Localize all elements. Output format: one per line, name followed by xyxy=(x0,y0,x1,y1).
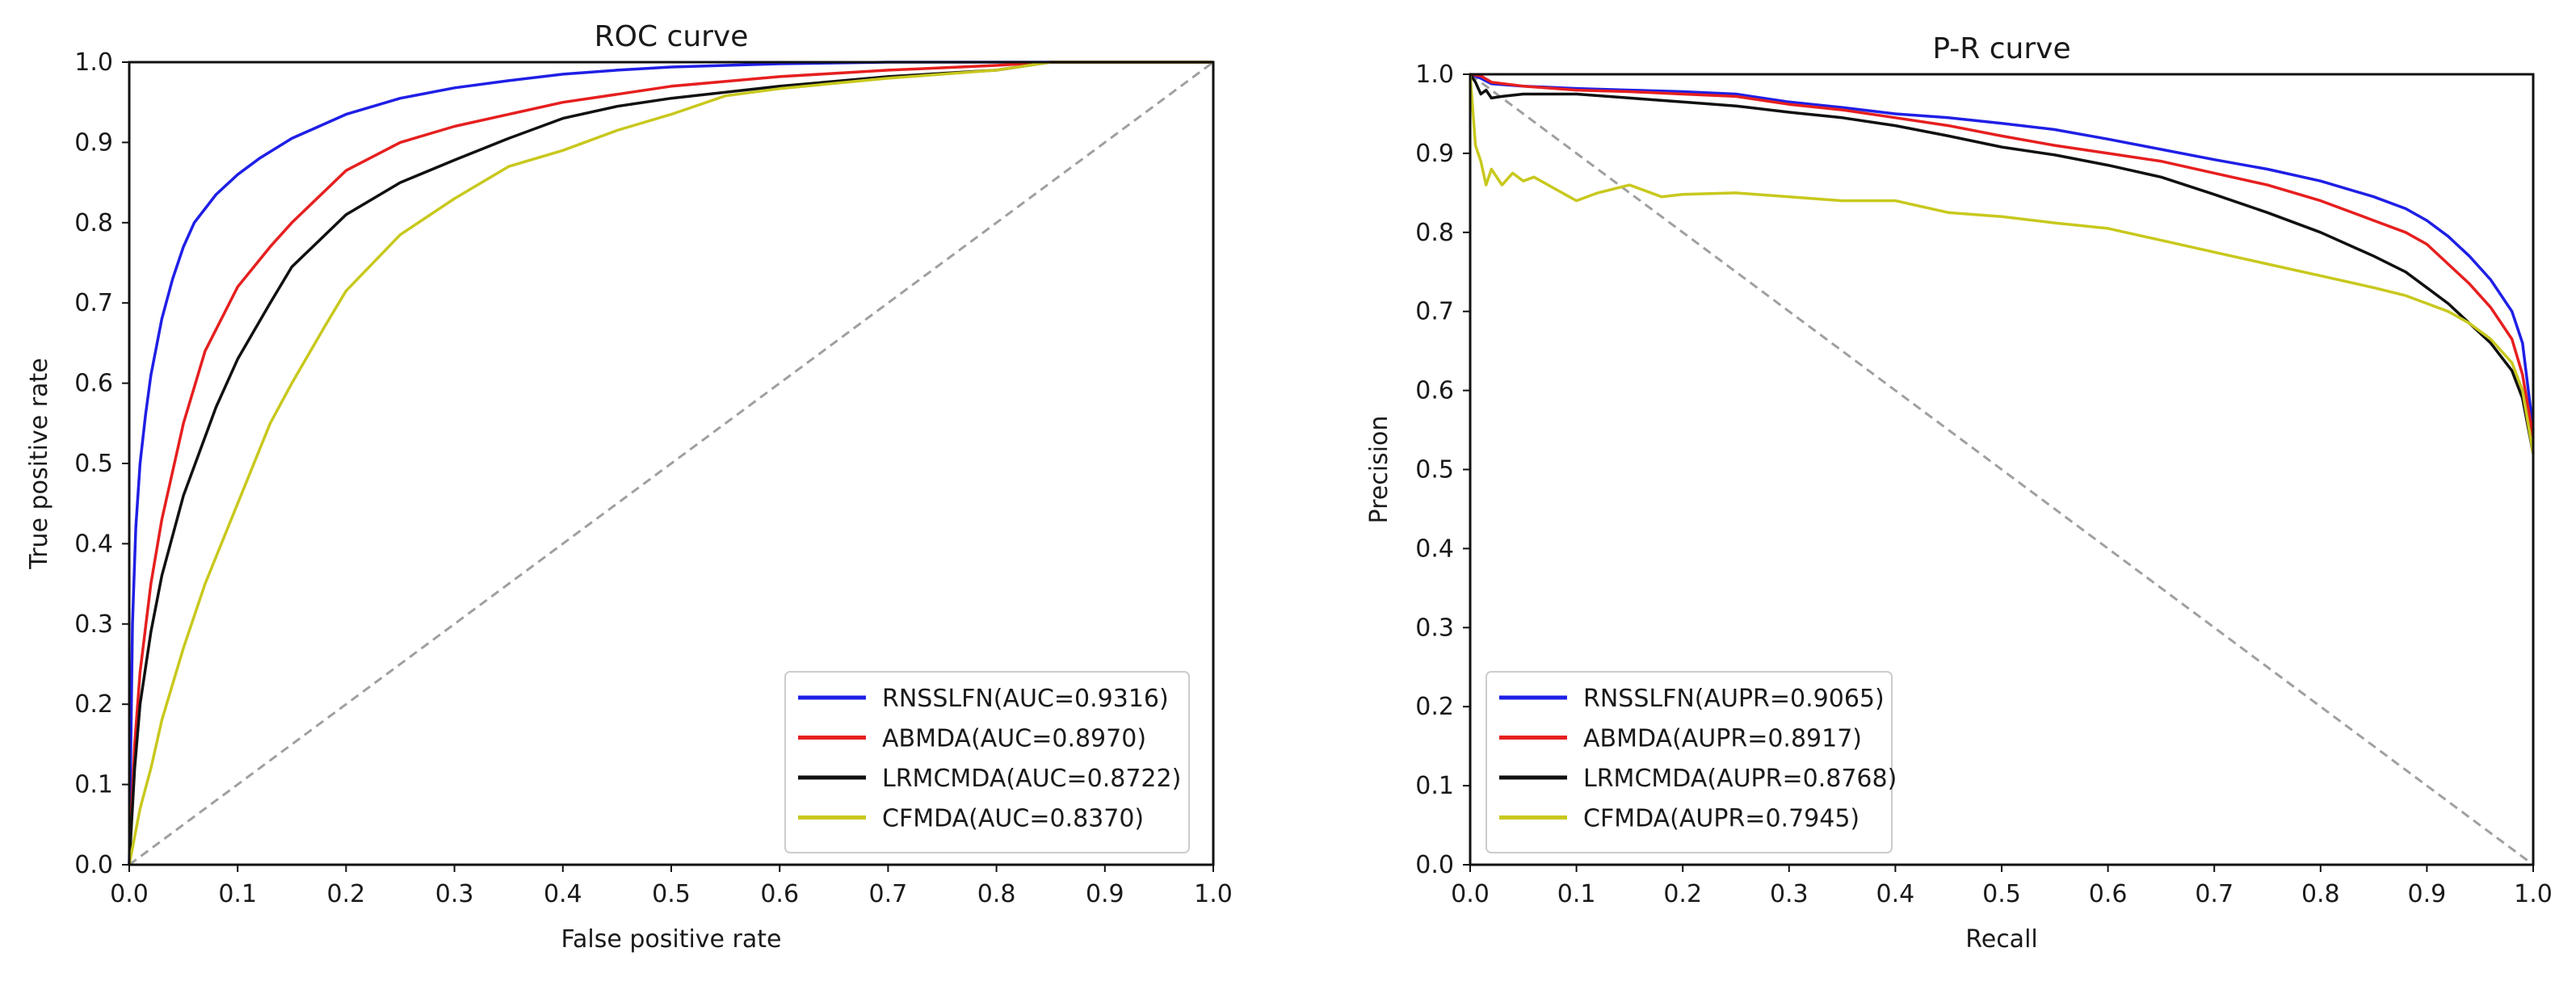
pr-y-tick-label: 0.9 xyxy=(1415,140,1454,168)
roc-legend-box xyxy=(784,671,1190,853)
pr-x-tick-label: 0.6 xyxy=(2089,880,2128,908)
pr-x-tick-label: 0.1 xyxy=(1557,880,1596,908)
pr-legend-box xyxy=(1486,671,1893,853)
roc-y-tick-label: 0.7 xyxy=(74,289,113,317)
roc-y-tick-label: 0.9 xyxy=(74,128,113,157)
pr-x-tick-label: 0.5 xyxy=(1982,880,2021,908)
roc-legend-label: RNSSLFN(AUC=0.9316) xyxy=(882,685,1169,713)
roc-y-tick-label: 0.4 xyxy=(74,530,113,558)
roc-legend: RNSSLFN(AUC=0.9316) ABMDA(AUC=0.8970) LRMC… xyxy=(784,671,1190,853)
pr-x-tick-label: 1.0 xyxy=(2514,880,2553,908)
pr-x-tick-label: 0.0 xyxy=(1451,880,1490,908)
pr-legend-item-rnsslfn: RNSSLFN(AUPR=0.9065) xyxy=(1499,685,1885,713)
roc-y-tick-label: 0.8 xyxy=(74,209,113,237)
pr-chart-title: P-R curve xyxy=(1932,32,2070,65)
roc-x-tick-label: 0.1 xyxy=(218,880,257,908)
roc-chart: ROC curve False positive rate True posit… xyxy=(25,20,1233,954)
roc-y-tick-label: 0.3 xyxy=(74,610,113,639)
pr-series-line-abmda xyxy=(1469,73,2535,438)
pr-y-tick-label: 0.6 xyxy=(1415,377,1454,405)
pr-series-line-cfmda xyxy=(1469,73,2535,455)
pr-legend-label: CFMDA(AUPR=0.7945) xyxy=(1583,805,1860,833)
roc-legend-item-lrmcmda: LRMCMDA(AUC=0.8722) xyxy=(798,765,1181,793)
pr-chart-y-axis-label: Precision xyxy=(1365,416,1393,524)
roc-x-tick-label: 1.0 xyxy=(1194,880,1233,908)
roc-reference-line xyxy=(128,61,1214,866)
pr-series-line-rnsslfn xyxy=(1469,73,2535,430)
roc-chart-x-axis-label: False positive rate xyxy=(561,925,782,954)
roc-legend-item-abmda: ABMDA(AUC=0.8970) xyxy=(798,725,1146,753)
roc-y-tick-label: 0.5 xyxy=(74,450,113,478)
pr-y-tick-label: 0.8 xyxy=(1415,219,1454,247)
pr-y-tick-label: 0.4 xyxy=(1415,535,1454,563)
pr-y-tick-label: 0.1 xyxy=(1415,772,1454,800)
roc-y-tick-label: 0.6 xyxy=(74,370,113,398)
pr-x-tick-label: 0.4 xyxy=(1876,880,1915,908)
pr-x-tick-label: 0.8 xyxy=(2301,880,2340,908)
roc-x-tick-label: 0.3 xyxy=(435,880,474,908)
roc-x-tick-label: 0.5 xyxy=(652,880,691,908)
pr-legend-item-lrmcmda: LRMCMDA(AUPR=0.8768) xyxy=(1499,765,1897,793)
pr-y-tick-label: 0.2 xyxy=(1415,693,1454,721)
pr-plot-frame xyxy=(1469,73,2535,866)
roc-y-tick-label: 1.0 xyxy=(74,48,113,77)
pr-y-tick-label: 0.3 xyxy=(1415,614,1454,642)
roc-legend-label: ABMDA(AUC=0.8970) xyxy=(882,725,1146,753)
pr-legend-item-cfmda: CFMDA(AUPR=0.7945) xyxy=(1499,805,1860,833)
pr-y-tick-label: 0.7 xyxy=(1415,298,1454,326)
roc-x-tick-label: 0.2 xyxy=(327,880,366,908)
pr-legend-item-abmda: ABMDA(AUPR=0.8917) xyxy=(1499,725,1862,753)
pr-legend: RNSSLFN(AUPR=0.9065) ABMDA(AUPR=0.8917) LR… xyxy=(1486,671,1897,853)
pr-legend-label: ABMDA(AUPR=0.8917) xyxy=(1583,725,1862,753)
roc-x-tick-label: 0.7 xyxy=(869,880,908,908)
roc-series-line-abmda xyxy=(128,61,1213,866)
roc-legend-item-rnsslfn: RNSSLFN(AUC=0.9316) xyxy=(798,685,1169,713)
pr-x-tick-label: 0.3 xyxy=(1770,880,1809,908)
roc-y-tick-label: 0.1 xyxy=(74,771,113,799)
pr-legend-label: LRMCMDA(AUPR=0.8768) xyxy=(1583,765,1897,793)
roc-x-tick-label: 0.0 xyxy=(110,880,149,908)
roc-x-tick-label: 0.6 xyxy=(760,880,799,908)
roc-legend-item-cfmda: CFMDA(AUC=0.8370) xyxy=(798,805,1144,833)
pr-legend-label: RNSSLFN(AUPR=0.9065) xyxy=(1583,685,1885,713)
pr-series-line-lrmcmda xyxy=(1469,73,2535,455)
roc-x-tick-label: 0.9 xyxy=(1086,880,1124,908)
pr-x-tick-label: 0.9 xyxy=(2408,880,2447,908)
pr-chart: P-R curve Recall Precision 0.0 0.1 0.2 0.3 0… xyxy=(1365,32,2553,954)
roc-series-line-cfmda xyxy=(128,61,1213,866)
roc-legend-label: CFMDA(AUC=0.8370) xyxy=(882,805,1144,833)
roc-y-tick-label: 0.0 xyxy=(74,851,113,879)
roc-plot-frame xyxy=(128,61,1215,866)
roc-chart-title: ROC curve xyxy=(595,20,749,53)
roc-y-tick-label: 0.2 xyxy=(74,690,113,719)
pr-y-tick-label: 0.0 xyxy=(1415,851,1454,879)
pr-x-tick-label: 0.2 xyxy=(1663,880,1702,908)
pr-y-tick-label: 0.5 xyxy=(1415,456,1454,484)
roc-legend-label: LRMCMDA(AUC=0.8722) xyxy=(882,765,1181,793)
pr-chart-x-axis-label: Recall xyxy=(1965,925,2038,954)
roc-x-tick-label: 0.4 xyxy=(544,880,582,908)
pr-x-tick-label: 0.7 xyxy=(2195,880,2234,908)
pr-y-tick-label: 1.0 xyxy=(1415,61,1454,89)
roc-x-tick-label: 0.8 xyxy=(977,880,1016,908)
roc-chart-y-axis-label: True positive rate xyxy=(25,358,53,569)
roc-series-line-rnsslfn xyxy=(128,61,1213,866)
pr-reference-line xyxy=(1469,73,2534,866)
